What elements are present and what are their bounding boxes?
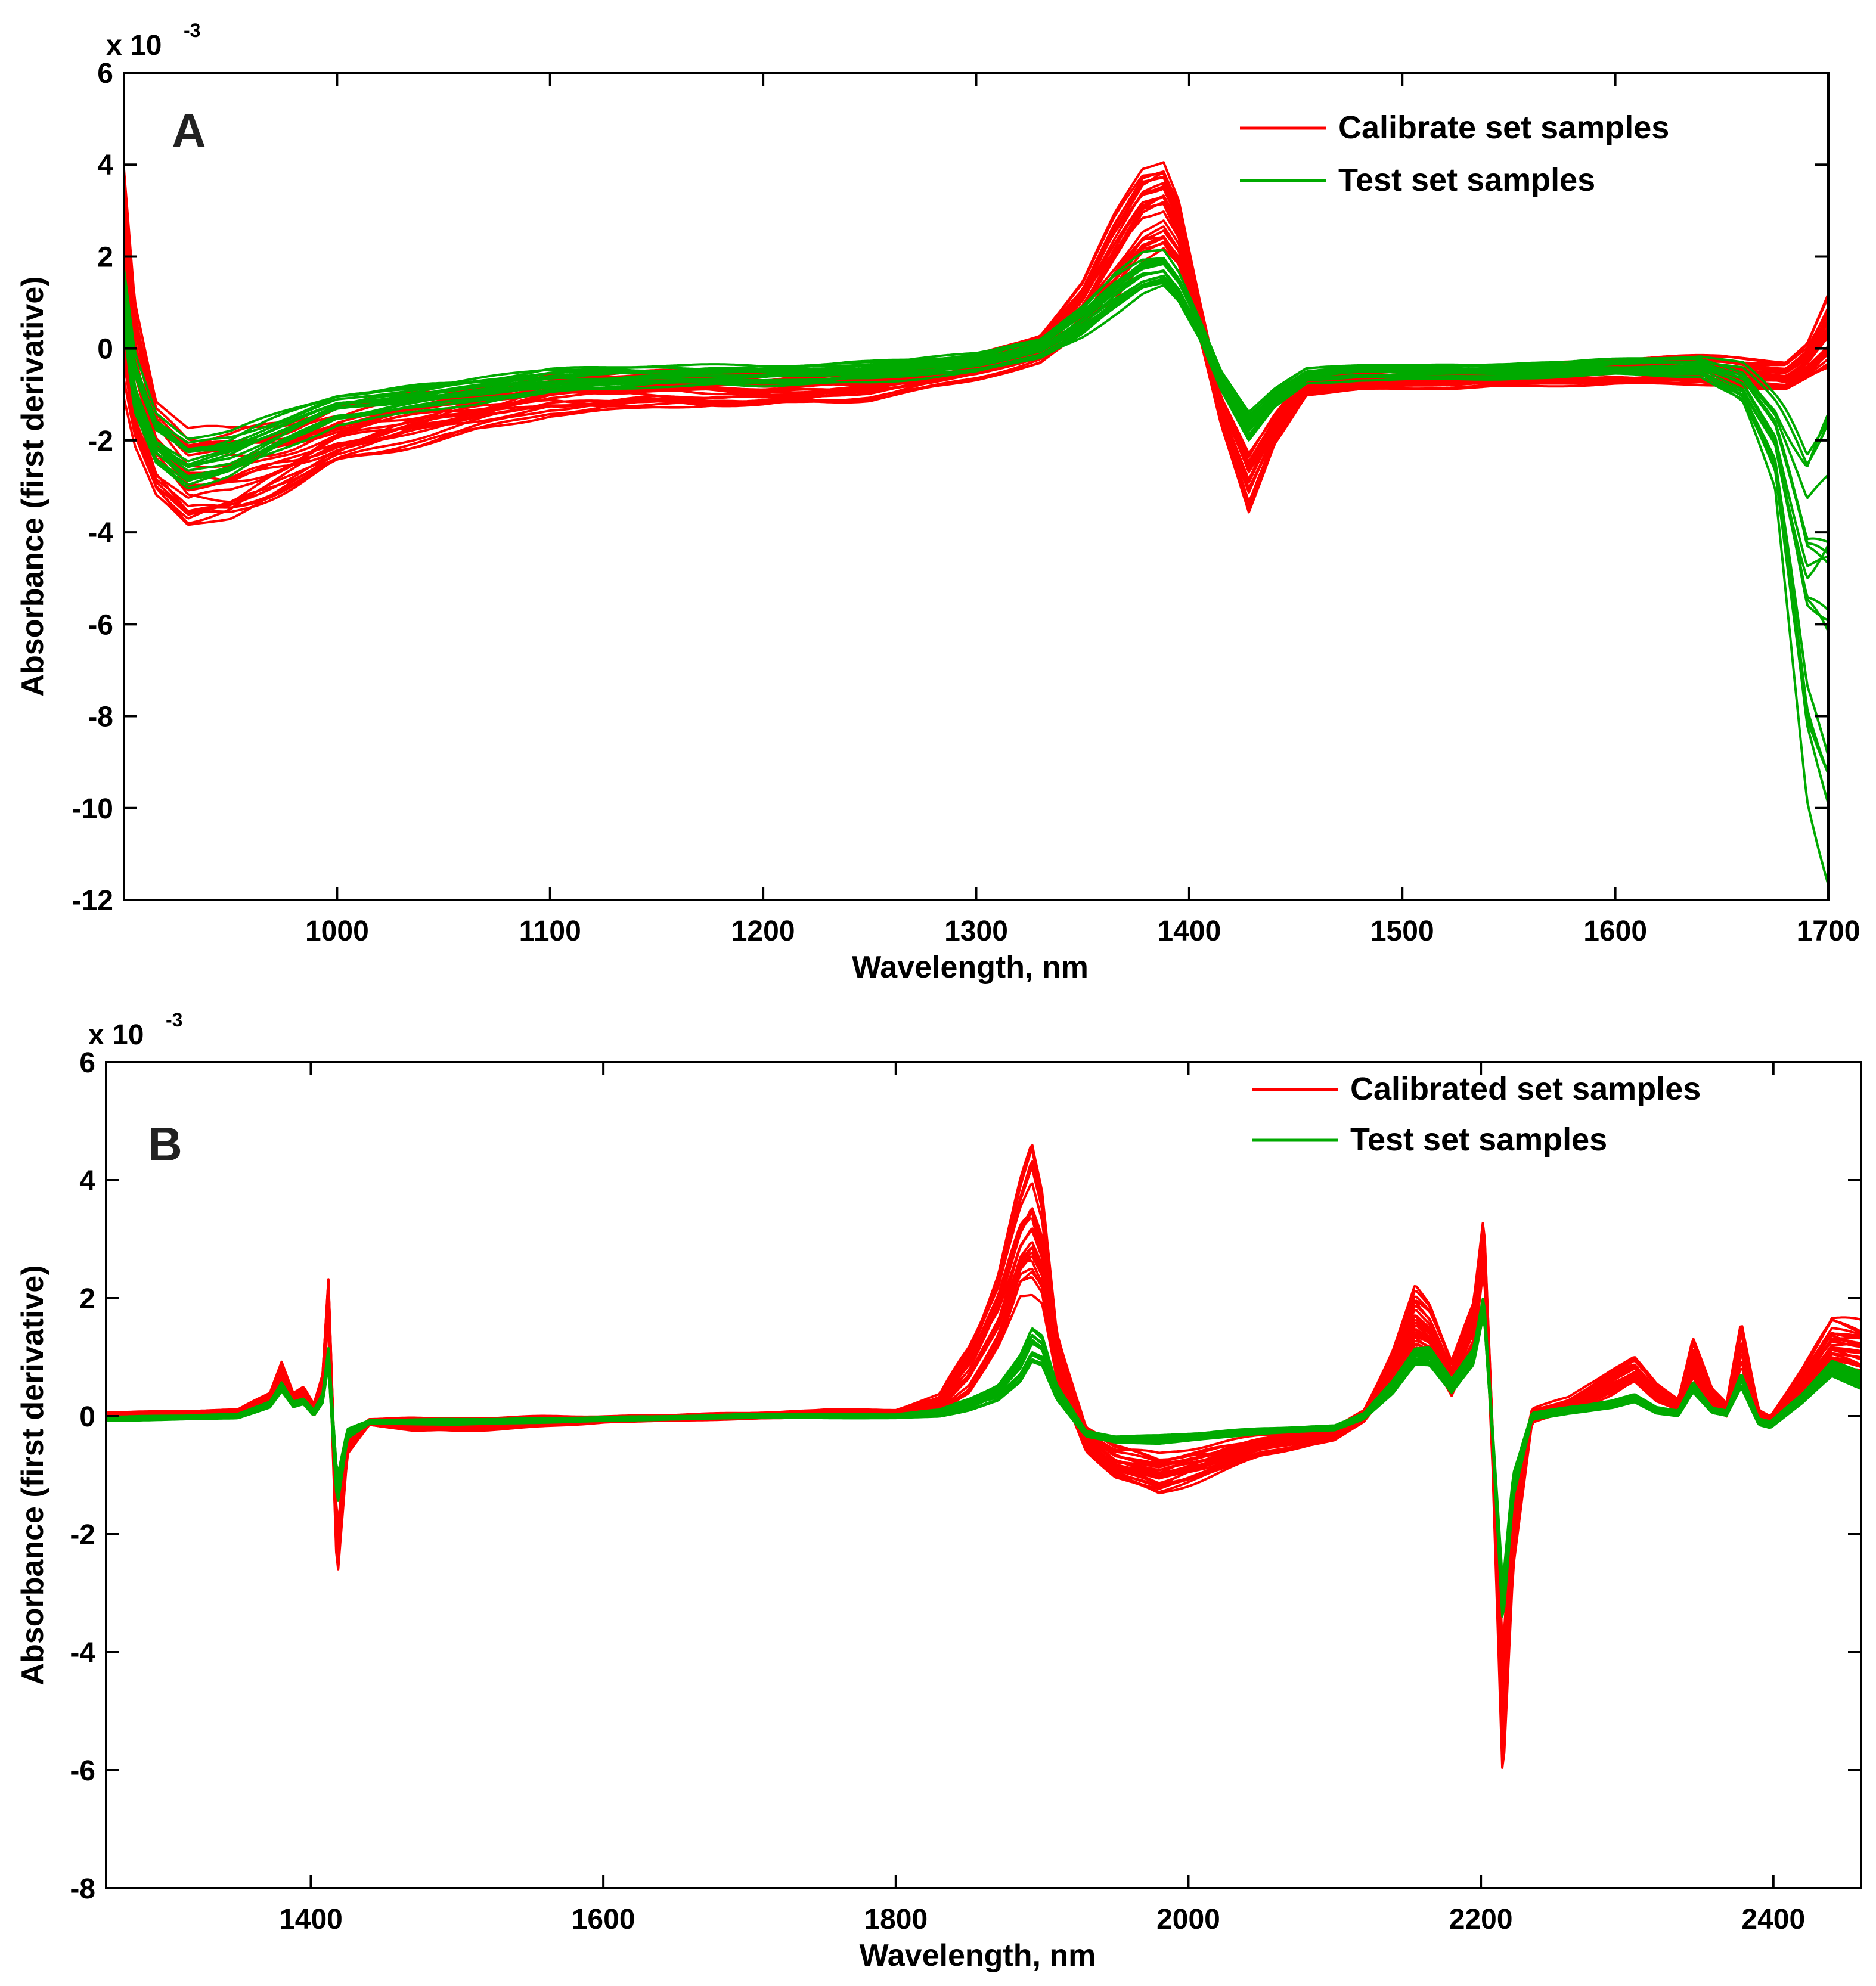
panel-a-scale-label: x 10 bbox=[106, 30, 162, 61]
panel-a-legend-label-calibrate: Calibrate set samples bbox=[1338, 110, 1669, 145]
panel-b-y-tick-label: -2 bbox=[70, 1519, 95, 1551]
panel-a-y-tick-label: 4 bbox=[97, 150, 113, 181]
panel-b-scale-label: x 10 bbox=[88, 1019, 144, 1051]
panel-a-x-tick-label: 1200 bbox=[731, 916, 795, 947]
panel-a-x-tick-label: 1000 bbox=[305, 916, 369, 947]
panel-b-letter: B bbox=[148, 1118, 182, 1171]
panel-b-x-axis-label: Wavelength, nm bbox=[860, 1938, 1096, 1973]
panel-a-x-axis-label: Wavelength, nm bbox=[852, 950, 1089, 985]
panel-a-ticks: 1000 1100 1200 1300 1400 1500 1600 1700 -12 -10 -8… bbox=[72, 58, 1861, 947]
panel-b-plot-area bbox=[106, 1144, 1861, 1769]
panel-a-y-tick-label: 6 bbox=[97, 58, 113, 89]
panel-a-letter: A bbox=[172, 104, 206, 157]
panel-a-y-tick-label: -2 bbox=[88, 426, 113, 457]
panel-a-series-1-sample-line bbox=[124, 278, 1828, 757]
panel-a-y-axis-label: Absorbance (first derivative) bbox=[15, 276, 50, 696]
panel-a-series-1-sample-line bbox=[124, 256, 1828, 467]
panel-a: 1000 1100 1200 1300 1400 1500 1600 1700 -12 -10 -8… bbox=[15, 20, 1860, 985]
panel-b-y-tick-label: 6 bbox=[79, 1047, 95, 1079]
panel-b-scale-exponent: -3 bbox=[166, 1009, 182, 1031]
panel-b-y-tick-label: 4 bbox=[79, 1165, 95, 1197]
panel-b-series-layer bbox=[106, 1144, 1861, 1769]
panel-b-y-tick-label: 0 bbox=[79, 1401, 95, 1433]
panel-a-y-tick-label: 0 bbox=[97, 334, 113, 365]
panel-b-y-tick-label: -8 bbox=[70, 1873, 95, 1905]
panel-b-y-tick-label: -4 bbox=[70, 1637, 95, 1669]
panel-b-series-1-sample-line bbox=[106, 1298, 1861, 1578]
panel-a-y-tick-label: -12 bbox=[72, 885, 113, 917]
panel-a-x-tick-label: 1700 bbox=[1797, 916, 1861, 947]
panel-a-series-layer bbox=[124, 161, 1828, 886]
panel-a-legend: Calibrate set samples Test set samples bbox=[1240, 110, 1669, 198]
panel-b-x-tick-label: 2200 bbox=[1449, 1904, 1513, 1935]
panel-a-x-tick-label: 1100 bbox=[519, 916, 581, 947]
panel-a-y-tick-label: -4 bbox=[88, 517, 113, 549]
panel-b: 1400 1600 1800 2000 2200 2400 -8 -6 -4 -2 0 2 4 6 x 1… bbox=[15, 1009, 1862, 1973]
panel-a-x-tick-label: 1300 bbox=[944, 916, 1008, 947]
panel-b-y-tick-label: 2 bbox=[79, 1283, 95, 1315]
panel-a-x-tick-label: 1400 bbox=[1157, 916, 1221, 947]
panel-a-series-1-sample-line bbox=[124, 249, 1828, 455]
panel-a-y-tick-label: -10 bbox=[72, 793, 113, 825]
panel-b-y-axis-label: Absorbance (first derivative) bbox=[15, 1265, 50, 1685]
panel-a-y-tick-label: -6 bbox=[88, 609, 113, 641]
panel-b-legend: Calibrated set samples Test set samples bbox=[1252, 1071, 1701, 1158]
panel-b-ticks: 1400 1600 1800 2000 2200 2400 -8 -6 -4 -2 0 2 4 6 bbox=[70, 1047, 1861, 1935]
panel-b-x-tick-label: 1600 bbox=[572, 1904, 635, 1935]
panel-a-y-tick-label: -8 bbox=[88, 702, 113, 733]
panel-b-legend-label-test: Test set samples bbox=[1350, 1122, 1607, 1158]
panel-b-legend-label-calibrated: Calibrated set samples bbox=[1350, 1071, 1701, 1107]
panel-a-legend-label-test: Test set samples bbox=[1338, 162, 1595, 198]
panel-a-x-tick-label: 1500 bbox=[1370, 916, 1434, 947]
panel-a-scale-exponent: -3 bbox=[184, 20, 200, 41]
panel-a-y-tick-label: 2 bbox=[97, 241, 113, 273]
panel-b-x-tick-label: 1800 bbox=[864, 1904, 928, 1935]
panel-b-x-tick-label: 2000 bbox=[1156, 1904, 1220, 1935]
panel-a-series-1-sample-line bbox=[124, 262, 1828, 555]
panel-a-plot-area bbox=[124, 161, 1828, 886]
panel-a-x-tick-label: 1600 bbox=[1583, 916, 1647, 947]
panel-b-axes-box bbox=[105, 1061, 1862, 1889]
panel-b-x-tick-label: 2400 bbox=[1741, 1904, 1805, 1935]
panel-b-x-tick-label: 1400 bbox=[279, 1904, 343, 1935]
panel-b-y-tick-label: -6 bbox=[70, 1755, 95, 1787]
